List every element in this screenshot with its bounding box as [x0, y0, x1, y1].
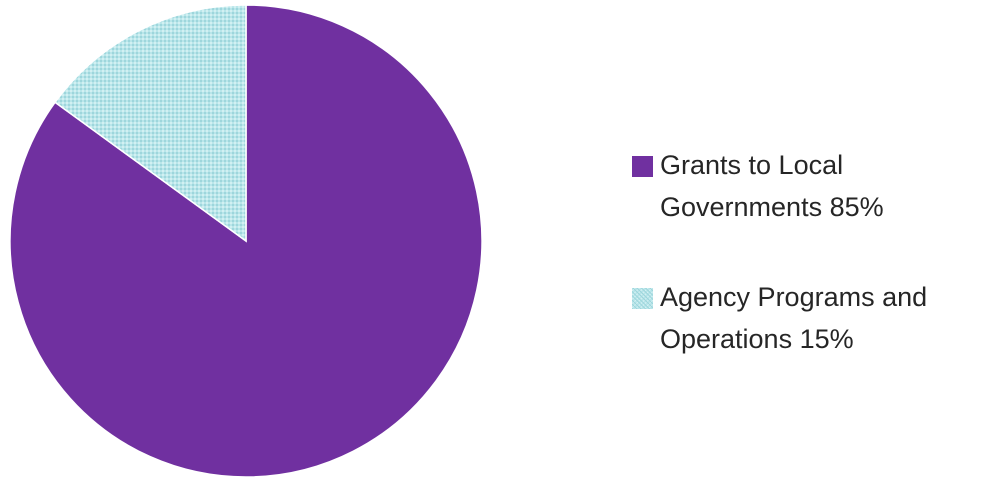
legend-label-agency-line2: Operations 15%: [660, 324, 854, 354]
legend-item-agency: Agency Programs and Operations 15%: [632, 276, 992, 360]
legend-label-agency-line1: Agency Programs and: [660, 282, 928, 312]
pie-slice-agency: [54, 4, 247, 243]
legend-swatch-grants: [632, 156, 653, 177]
pie-slices: [9, 4, 483, 478]
legend-swatch-agency: [632, 288, 653, 309]
legend-label-grants-line2: Governments 85%: [660, 192, 884, 222]
legend-item-grants: Grants to Local Governments 85%: [632, 144, 992, 228]
legend: Grants to Local Governments 85% Agency P…: [632, 144, 992, 360]
legend-label-grants-line1: Grants to Local: [660, 150, 844, 180]
